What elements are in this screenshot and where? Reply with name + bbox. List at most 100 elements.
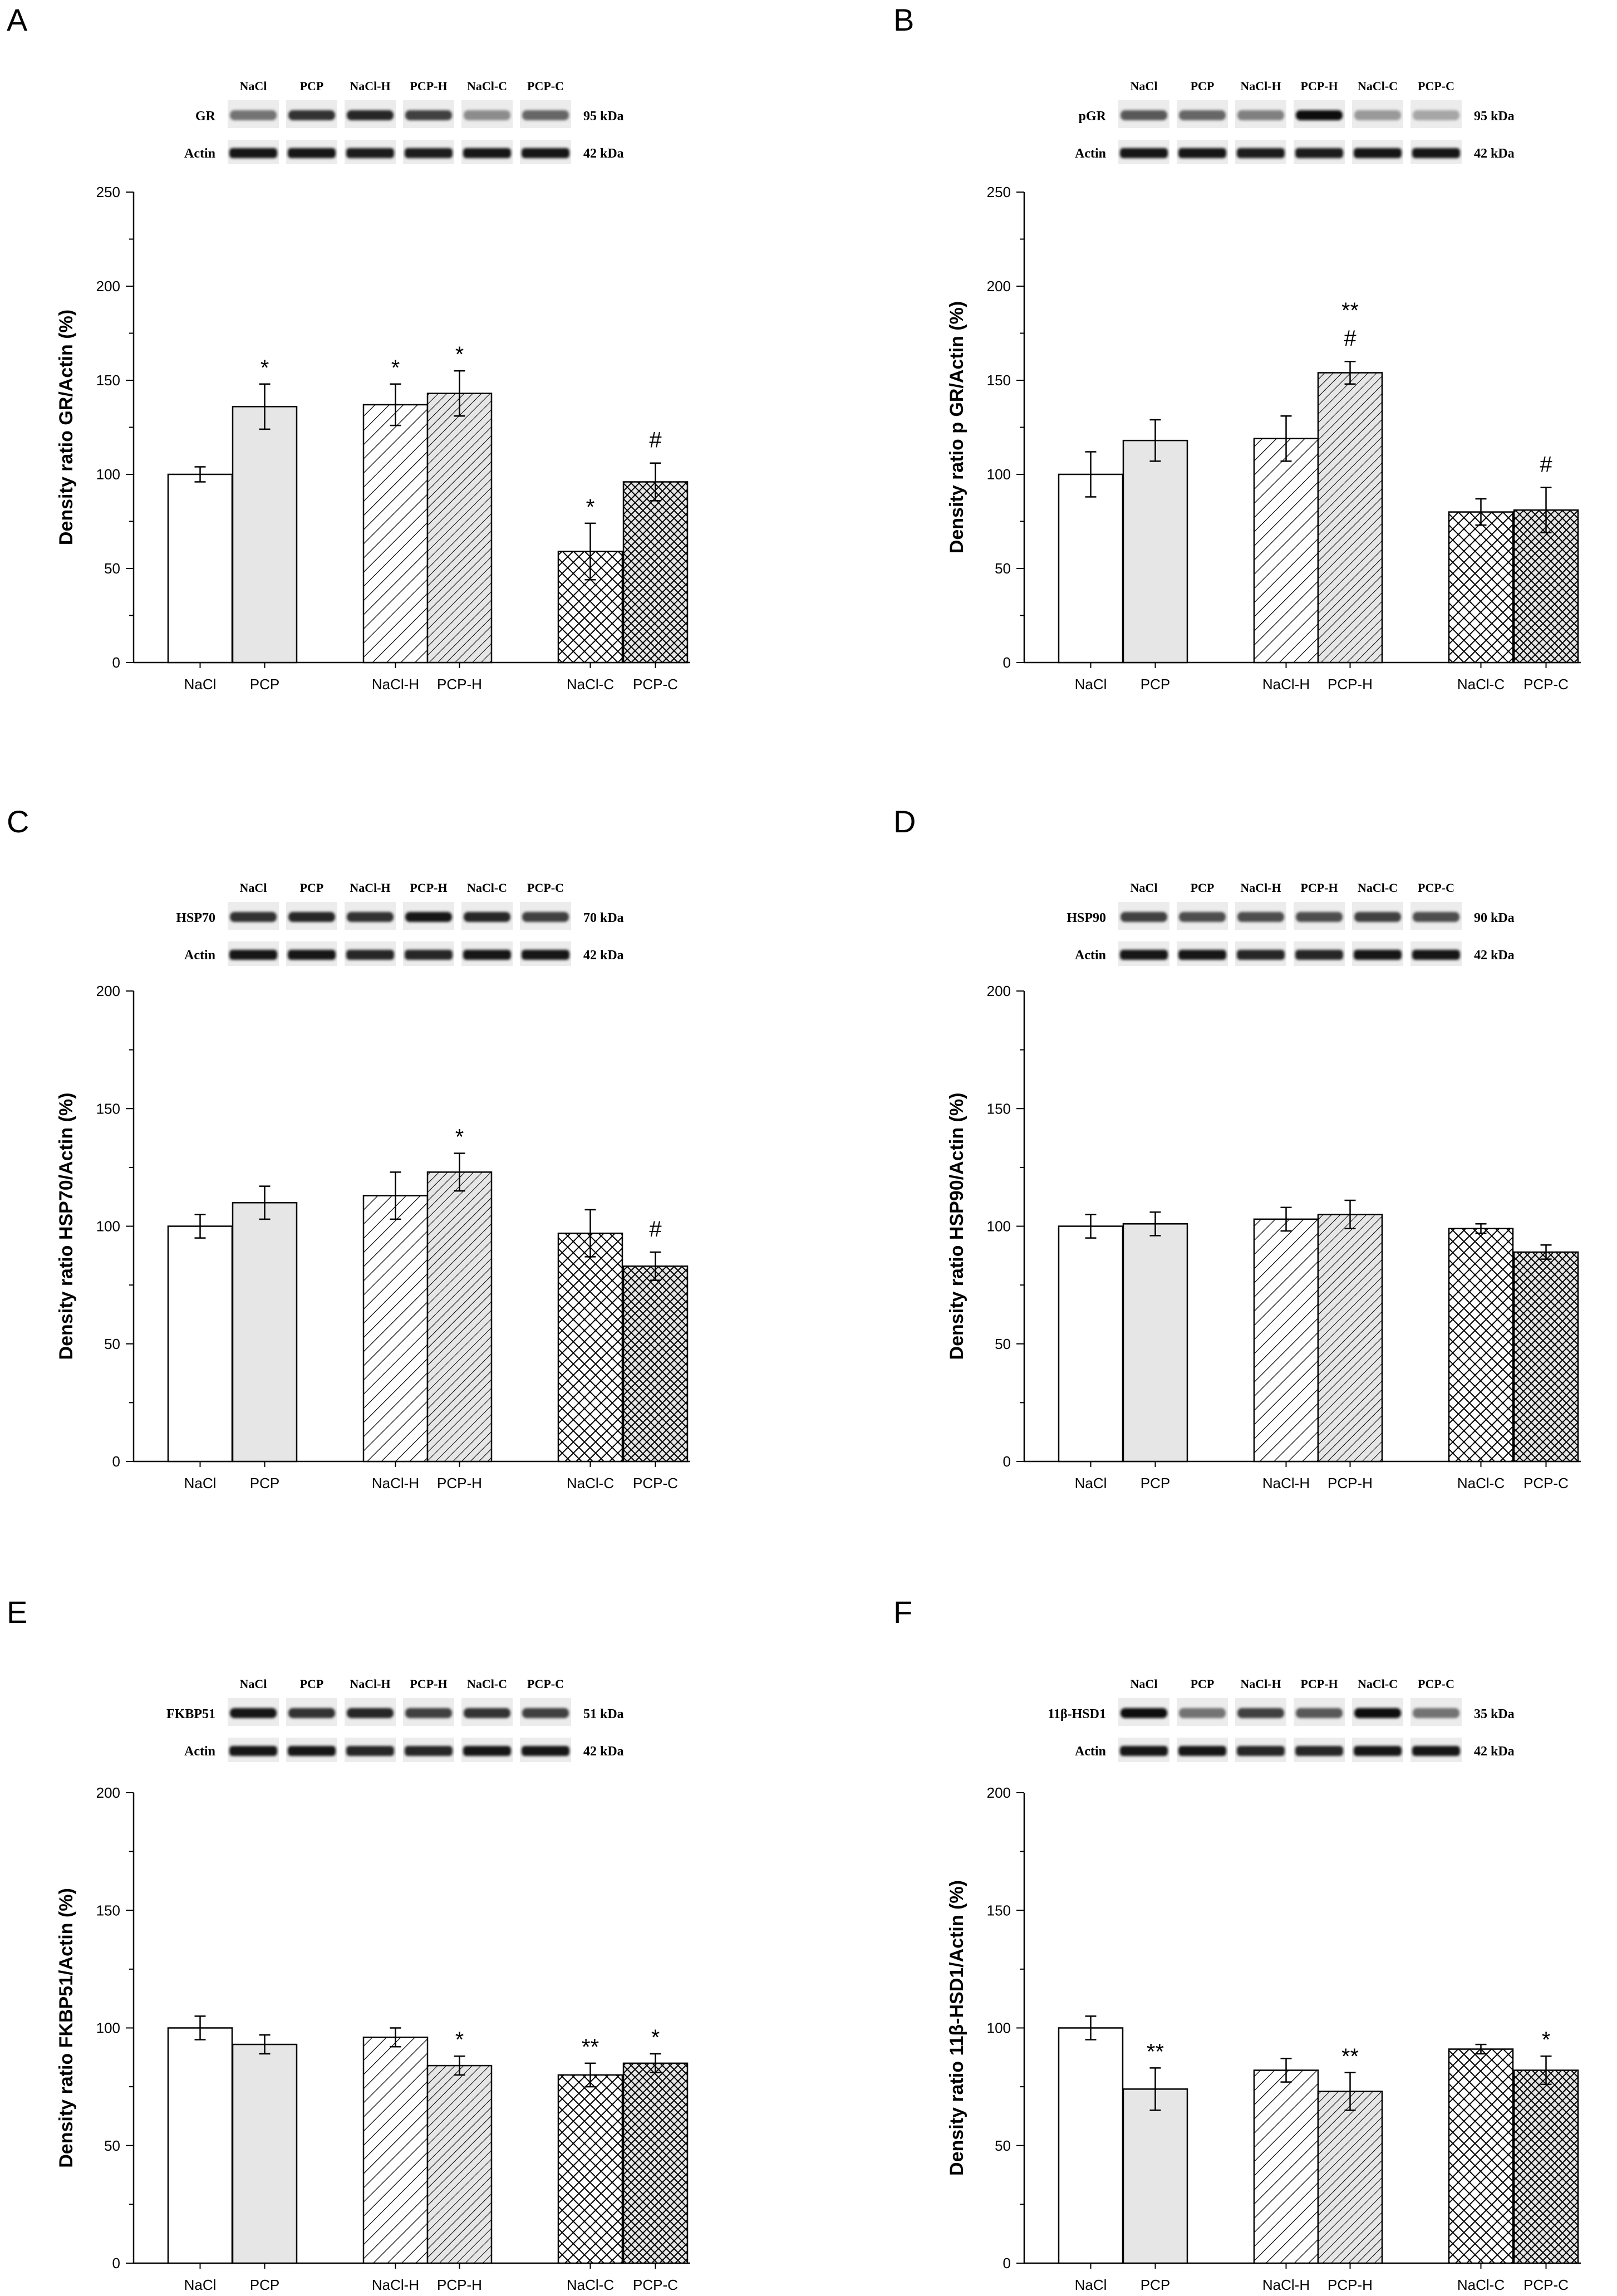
y-tick-label: 50	[104, 2137, 120, 2154]
lane-label: PCP	[300, 1677, 324, 1691]
panel-e: E NaCl PCP NaCl-H PCP-H NaCl-C PCP-C FKBP51 Acti…	[7, 1595, 690, 2293]
bar-pcp-h	[1317, 1214, 1383, 1463]
lane-label: PCP	[1191, 79, 1215, 93]
x-tick-label: NaCl-C	[567, 2277, 614, 2293]
x-tick-label: NaCl-C	[1457, 676, 1505, 693]
actin-band	[1295, 1746, 1343, 1756]
bar-pcp	[232, 406, 298, 664]
loading-kda: 42 kDa	[1474, 1744, 1515, 1759]
y-axis-label: Density ratio 11β-HSD1/Actin (%)	[946, 1880, 967, 2176]
y-tick-label: 100	[987, 2020, 1011, 2037]
bar-pcp	[1122, 2088, 1188, 2264]
actin-band	[405, 1746, 453, 1756]
bar-pcp-h	[426, 393, 493, 664]
chart-axes: 0 50 100 150 200 Density ratio HSP70/Actin (%…	[56, 983, 690, 1470]
loading-control-name: Actin	[1075, 1744, 1106, 1759]
y-tick-label: 200	[987, 1784, 1011, 1801]
significance-marker: **	[1341, 2044, 1359, 2069]
protein-band	[464, 1708, 510, 1718]
lane-label: NaCl-C	[467, 881, 507, 895]
y-tick-label: 50	[995, 1336, 1011, 1352]
bar-nacl	[167, 473, 233, 664]
significance-marker: *	[1542, 2028, 1551, 2052]
lane-label: NaCl	[1131, 79, 1158, 93]
actin-band	[463, 1746, 511, 1756]
protein-band	[1120, 912, 1167, 922]
x-tick-label: PCP-C	[633, 1475, 678, 1492]
x-tick-label: PCP	[1141, 1475, 1170, 1492]
actin-band	[1178, 1746, 1226, 1756]
y-tick-label: 50	[995, 2137, 1011, 2154]
lane-label: NaCl-C	[1358, 79, 1398, 93]
y-tick-label: 0	[112, 2255, 120, 2272]
panel-d: D NaCl PCP NaCl-H PCP-H NaCl-C PCP-C HSP90 Actin…	[893, 804, 1581, 1492]
protein-band	[1237, 110, 1284, 120]
y-tick-label: 0	[1003, 1453, 1011, 1470]
western-blot: NaCl PCP NaCl-H PCP-H NaCl-C PCP-C FKBP51 Actin…	[166, 1677, 624, 1762]
x-tick-label: NaCl-C	[1457, 2277, 1505, 2293]
protein-kda: 35 kDa	[1474, 1707, 1515, 1721]
x-tick-label: PCP-H	[437, 1475, 482, 1492]
bar-nacl	[1058, 1225, 1124, 1463]
lane-label: NaCl-C	[467, 1677, 507, 1691]
y-tick-label: 150	[987, 1902, 1011, 1919]
bar-nacl-c	[1448, 2048, 1514, 2264]
actin-band	[288, 148, 336, 158]
x-tick-label: PCP-C	[1523, 676, 1569, 693]
y-tick-label: 50	[995, 560, 1011, 577]
protein-band	[464, 912, 510, 922]
bar-pcp	[1122, 1223, 1188, 1463]
bar-nacl-h	[1253, 1218, 1319, 1463]
western-blot: NaCl PCP NaCl-H PCP-H NaCl-C PCP-C 11β-HSD1 Act…	[1048, 1677, 1515, 1762]
panel-f: F NaCl PCP NaCl-H PCP-H NaCl-C PCP-C 11β-HSD1 Ac…	[893, 1595, 1581, 2293]
significance-marker: *	[455, 2028, 464, 2052]
lane-label: PCP-H	[410, 79, 447, 93]
actin-band	[1412, 950, 1460, 960]
x-tick-label: NaCl	[1075, 1475, 1107, 1492]
panel-label: B	[893, 2, 914, 37]
x-tick-label: PCP-C	[633, 676, 678, 693]
lane-label: PCP	[300, 79, 324, 93]
x-tick-label: NaCl-H	[1262, 1475, 1310, 1492]
protein-band	[405, 1708, 452, 1718]
lane-label: NaCl-H	[350, 881, 390, 895]
actin-band	[1295, 148, 1343, 158]
actin-band	[522, 148, 569, 158]
lane-label: NaCl	[240, 79, 267, 93]
protein-band	[1296, 912, 1343, 922]
x-tick-label: NaCl	[184, 2277, 217, 2293]
protein-name: GR	[195, 109, 216, 124]
lane-label: NaCl-C	[1358, 881, 1398, 895]
x-tick-label: PCP-C	[1523, 1475, 1569, 1492]
protein-band	[230, 912, 277, 922]
lane-label: NaCl-H	[350, 79, 390, 93]
actin-band	[288, 950, 336, 960]
actin-band	[1354, 148, 1402, 158]
protein-band	[1296, 1708, 1343, 1718]
y-tick-label: 100	[987, 1218, 1011, 1235]
y-tick-label: 250	[96, 184, 120, 200]
x-tick-label: NaCl	[184, 1475, 217, 1492]
protein-band	[1413, 1708, 1459, 1718]
x-tick-label: NaCl-C	[567, 676, 614, 693]
chart-axes: 0 50 100 150 200 250 Density ratio p GR/Actin …	[946, 184, 1581, 671]
protein-band	[288, 912, 335, 922]
y-tick-label: 200	[987, 278, 1011, 295]
actin-band	[463, 950, 511, 960]
actin-band	[1178, 950, 1226, 960]
lane-label: NaCl-H	[1240, 79, 1281, 93]
actin-band	[1412, 148, 1460, 158]
western-blot: NaCl PCP NaCl-H PCP-H NaCl-C PCP-C pGR Actin 95 …	[1075, 79, 1515, 164]
loading-control-name: Actin	[184, 948, 215, 963]
bar-pcp-h	[426, 1171, 493, 1463]
panel-a: A NaCl PCP NaCl-H PCP-H NaCl-C PCP-C GR Actin 95 …	[7, 2, 690, 693]
bar-nacl-c	[557, 1232, 623, 1463]
actin-band	[1237, 1746, 1285, 1756]
bar-nacl-h	[1253, 2069, 1319, 2264]
protein-band	[1296, 110, 1343, 120]
bar-nacl-c	[1448, 1228, 1514, 1463]
y-axis-label: Density ratio HSP70/Actin (%)	[56, 1093, 77, 1360]
protein-band	[347, 1708, 394, 1718]
significance-marker: **	[1341, 298, 1359, 323]
x-tick-label: PCP	[250, 2277, 279, 2293]
